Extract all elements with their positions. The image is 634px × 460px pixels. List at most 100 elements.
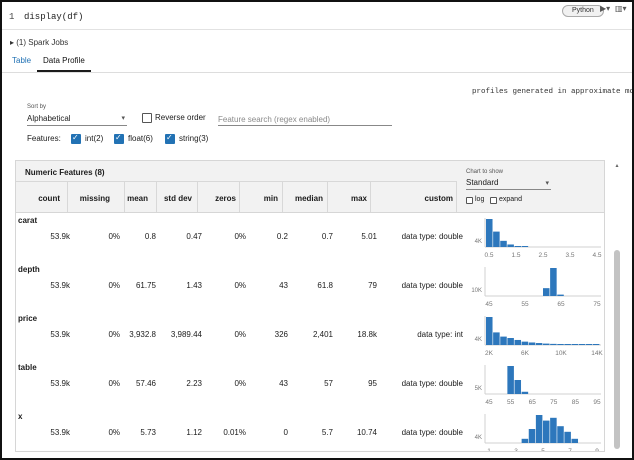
histogram-bar xyxy=(514,246,522,247)
int-type-checkbox[interactable] xyxy=(71,133,81,144)
cell-missing: 0% xyxy=(108,428,120,437)
histogram-x-tick: 95 xyxy=(593,399,601,406)
column-divider xyxy=(239,181,240,212)
feature-search-input[interactable] xyxy=(218,113,392,126)
expand-checkbox[interactable] xyxy=(490,197,497,204)
cell-std-dev: 1.43 xyxy=(186,281,202,290)
histogram-bar xyxy=(514,339,522,345)
feature-histogram: 10K 45 55 65 75 xyxy=(471,267,601,308)
histogram-x-tick: 1 xyxy=(487,448,491,452)
cell-missing: 0% xyxy=(108,379,120,388)
cell-min: 0.2 xyxy=(276,232,288,241)
numeric-features-panel: Numeric Features (8) count missing mean … xyxy=(15,160,605,452)
cell-missing: 0% xyxy=(108,330,120,339)
spark-jobs-toggle[interactable]: ▸ (1) Spark Jobs xyxy=(10,38,68,47)
histogram-bar xyxy=(592,344,600,345)
cell-median: 57 xyxy=(324,379,333,388)
cell-count: 53.9k xyxy=(50,330,70,339)
column-header-zeros[interactable]: zeros xyxy=(215,194,236,203)
scroll-up-icon[interactable]: ▴ xyxy=(615,163,619,169)
histogram-bar xyxy=(535,343,543,345)
chevron-down-icon: ▾ xyxy=(545,180,549,187)
histogram-x-tick: 7 xyxy=(568,448,572,452)
expand-option[interactable]: expand xyxy=(490,196,522,204)
histogram-x-tick: 3 xyxy=(514,448,518,452)
histogram-bar xyxy=(528,429,536,443)
feature-histogram: 4K 2K 6K 10K 14K xyxy=(475,316,603,357)
histogram-x-tick: 3.5 xyxy=(565,252,574,259)
reverse-order-checkbox[interactable] xyxy=(142,113,152,123)
cell-missing: 0% xyxy=(108,232,120,241)
run-icon[interactable]: ▶▾ xyxy=(600,4,611,13)
feature-histogram: 4K 1 3 5 7 9 xyxy=(475,414,601,452)
histogram-bar xyxy=(507,366,514,394)
chart-menu-icon[interactable]: ▥▾ xyxy=(615,4,627,13)
cell-count: 53.9k xyxy=(50,232,70,241)
cell-min: 326 xyxy=(274,330,288,339)
column-divider xyxy=(327,181,328,212)
line-number: 1 xyxy=(9,12,15,22)
tab-data-profile[interactable]: Data Profile xyxy=(37,56,91,72)
histogram-x-tick: 55 xyxy=(521,301,529,308)
column-divider xyxy=(124,181,125,212)
histogram-x-tick: 45 xyxy=(485,301,493,308)
column-divider xyxy=(197,181,198,212)
log-checkbox[interactable] xyxy=(466,197,473,204)
histogram-x-tick: 14K xyxy=(591,350,603,357)
chevron-down-icon: ▾ xyxy=(121,115,125,122)
cell-zeros: 0% xyxy=(234,232,246,241)
cell-missing: 0% xyxy=(108,281,120,290)
chart-to-show-select[interactable]: Standard ▾ xyxy=(466,178,551,190)
column-header-min[interactable]: min xyxy=(263,194,278,203)
histogram-x-tick: 65 xyxy=(529,399,537,406)
column-header-std-dev[interactable]: std dev xyxy=(163,194,192,203)
cell-count: 53.9k xyxy=(50,428,70,437)
histogram-bar xyxy=(543,288,550,296)
histogram-x-tick: 10K xyxy=(555,350,567,357)
column-header-count[interactable]: count xyxy=(38,194,60,203)
histogram-y-label: 4K xyxy=(475,337,482,343)
header-divider xyxy=(16,181,456,182)
histogram-x-tick: 1.5 xyxy=(511,252,520,259)
column-header-median[interactable]: median xyxy=(294,194,323,203)
histogram-bar xyxy=(543,420,550,443)
panel-header: Numeric Features (8) count missing mean … xyxy=(16,161,604,213)
histogram-x-tick: 2.5 xyxy=(538,252,547,259)
vertical-scrollbar[interactable]: ▴ xyxy=(613,162,621,450)
approx-mode-note: profiles generated in approximate mode xyxy=(472,88,634,96)
scrollbar-thumb[interactable] xyxy=(614,250,620,449)
histogram-bar xyxy=(493,332,500,345)
language-badge[interactable]: Python xyxy=(562,5,604,17)
column-header-custom[interactable]: custom xyxy=(424,194,453,203)
sort-by-select[interactable]: Alphabetical ▾ xyxy=(27,113,127,126)
cell-count: 53.9k xyxy=(50,281,70,290)
sort-by-value: Alphabetical xyxy=(27,114,71,123)
cell-max: 10.74 xyxy=(356,428,377,437)
cell-std-dev: 3,989.44 xyxy=(170,330,202,339)
cell-max: 18.8k xyxy=(357,330,377,339)
histogram-bar xyxy=(550,343,557,345)
cell-zeros: 0% xyxy=(234,330,246,339)
histogram-bar xyxy=(521,438,529,443)
cell-header: 1 display(df) Python ▶▾ ▥▾ xyxy=(2,2,632,26)
column-header-mean[interactable]: mean xyxy=(127,194,148,203)
histogram-x-tick: 4.5 xyxy=(592,252,601,259)
divider xyxy=(2,29,632,30)
float-type-checkbox[interactable] xyxy=(114,133,124,144)
cell-mean: 0.8 xyxy=(144,232,156,241)
histogram-x-tick: 75 xyxy=(550,399,558,406)
histogram-bar xyxy=(550,417,557,443)
column-header-max[interactable]: max xyxy=(350,194,367,203)
cell-min: 43 xyxy=(279,379,288,388)
feature-histogram: 4K 0.5 1.5 2.5 3.5 4.5 xyxy=(475,218,602,259)
code-input[interactable]: display(df) xyxy=(24,12,84,22)
cell-max: 95 xyxy=(368,379,377,388)
cell-median: 2,401 xyxy=(312,330,333,339)
log-option[interactable]: log xyxy=(466,196,484,204)
string-type-checkbox[interactable] xyxy=(165,133,175,144)
cell-mean: 61.75 xyxy=(135,281,156,290)
tab-table[interactable]: Table xyxy=(12,56,32,65)
column-header-missing[interactable]: missing xyxy=(79,194,110,203)
histogram-bar xyxy=(486,219,493,247)
histogram-bar xyxy=(486,317,493,345)
